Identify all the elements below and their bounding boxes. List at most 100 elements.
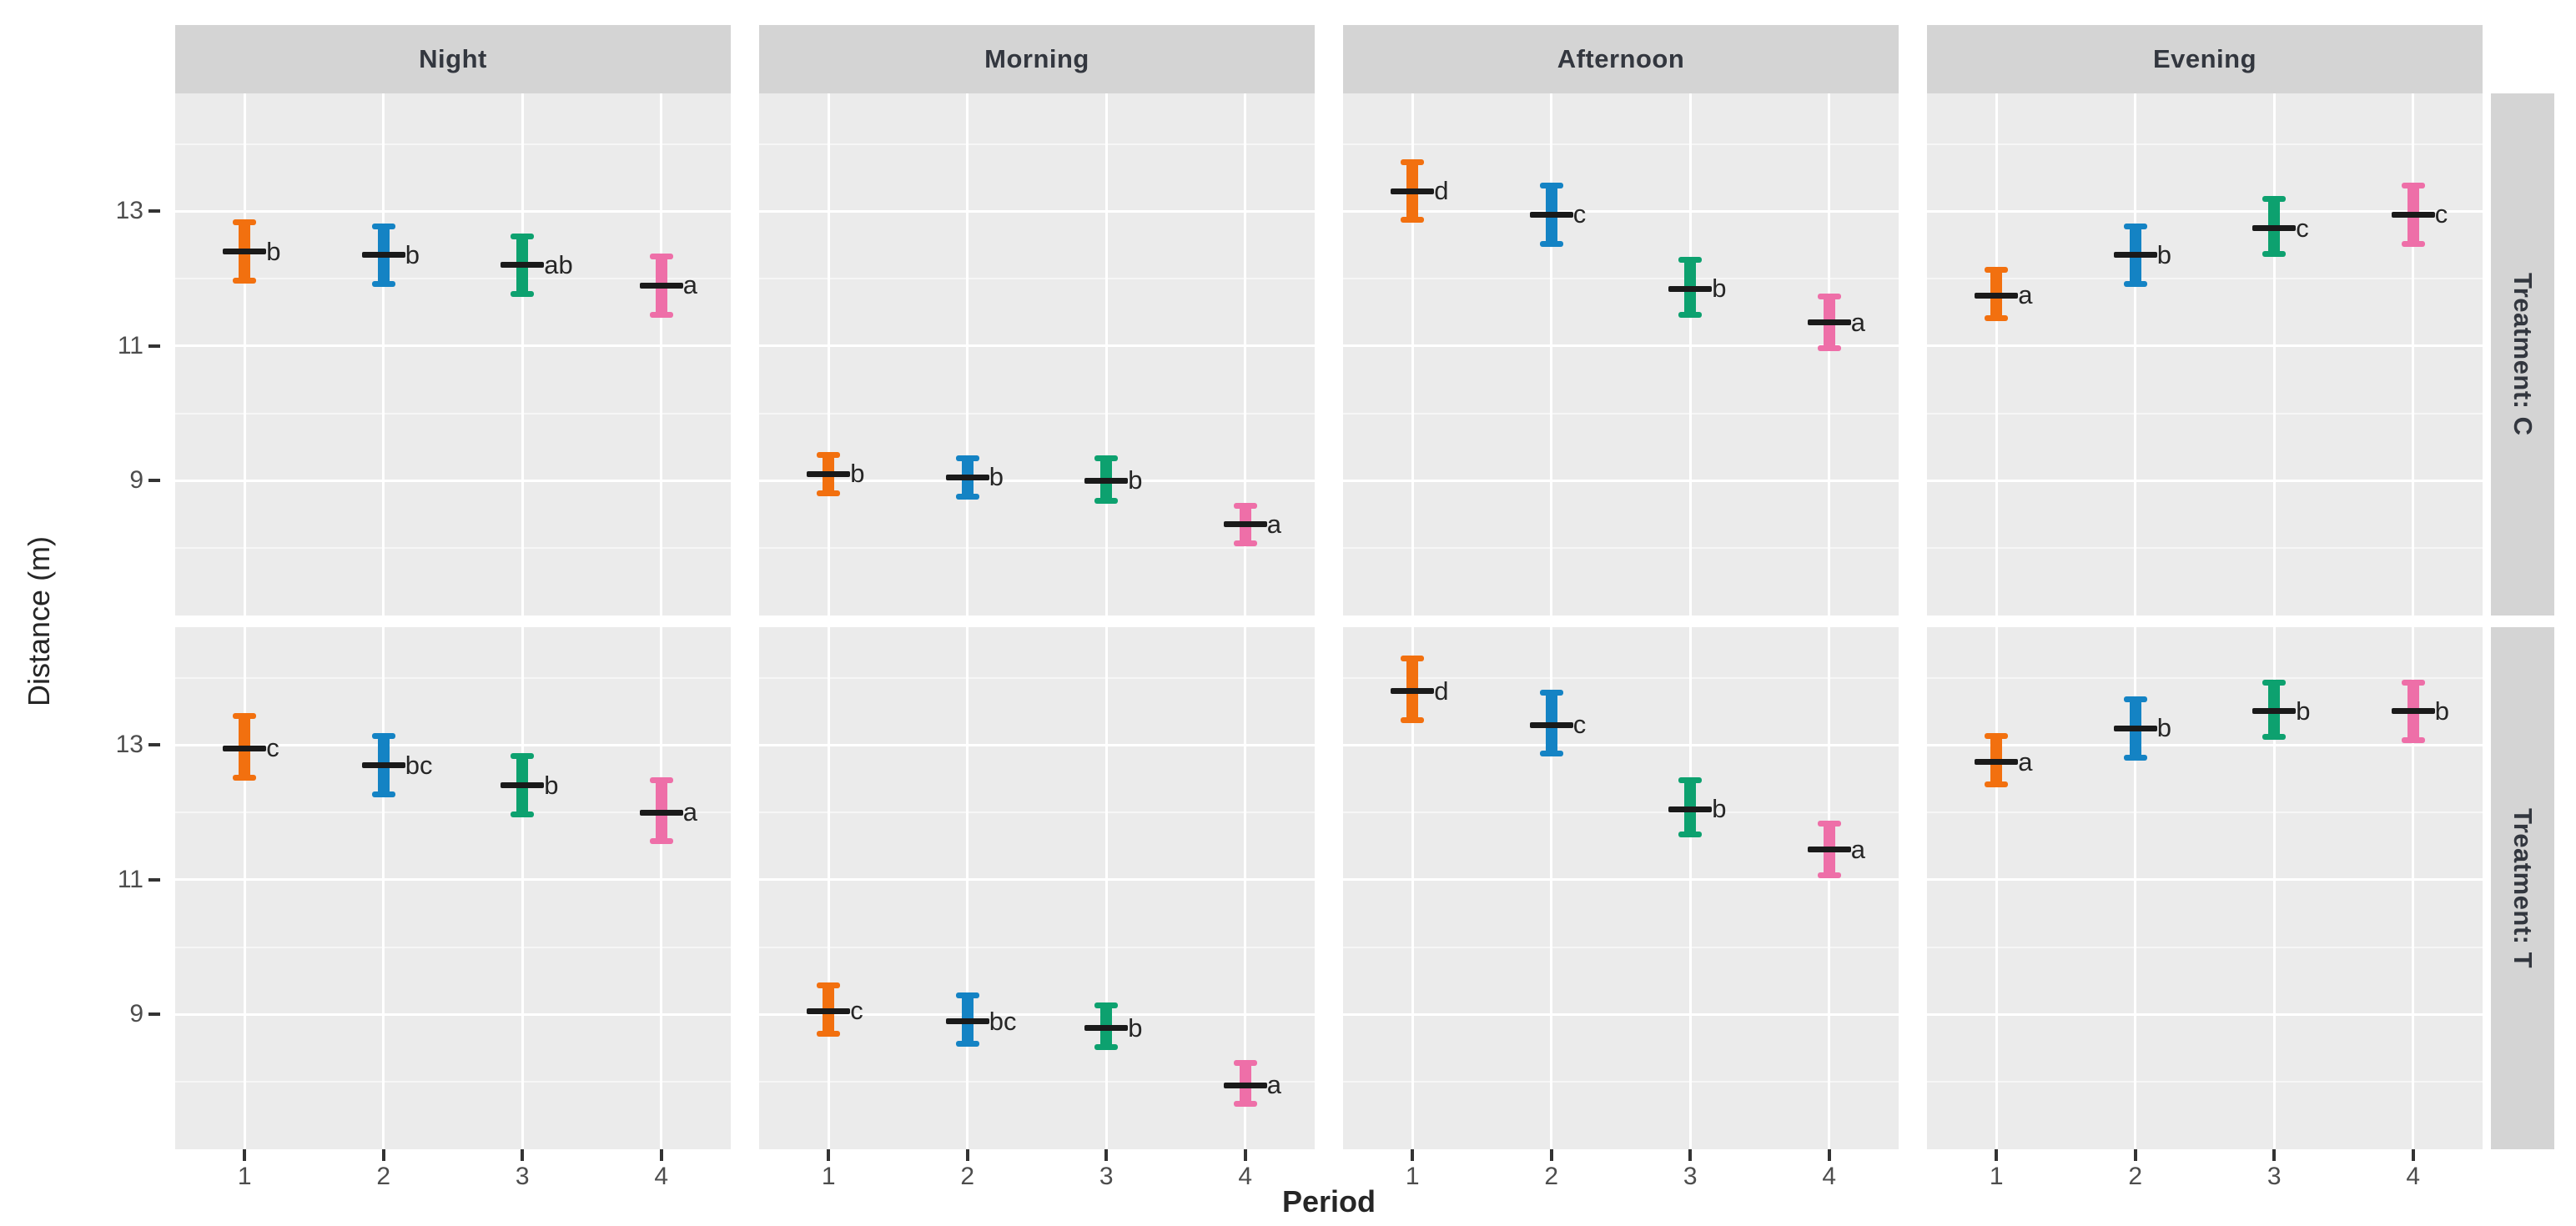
- gridline-minor: [759, 547, 1315, 550]
- mean-marker: [1223, 1082, 1267, 1088]
- gridline-vertical: [1688, 627, 1692, 1149]
- gridline-vertical: [1688, 93, 1692, 616]
- gridline-vertical: [2134, 93, 2137, 616]
- x-tick-mark: [1549, 1149, 1553, 1161]
- gridline-major: [1343, 344, 1899, 348]
- gridline-minor: [759, 676, 1315, 679]
- gridline-major: [1927, 209, 2483, 213]
- gridline-minor: [759, 811, 1315, 814]
- x-tick-mark: [2272, 1149, 2277, 1161]
- mean-marker: [2252, 708, 2297, 715]
- y-tick-mark: [148, 877, 160, 882]
- x-tick-mark: [2411, 1149, 2415, 1161]
- mean-marker: [807, 1007, 851, 1014]
- gridline-major: [175, 878, 731, 882]
- x-tick-mark: [827, 1149, 831, 1161]
- gridline-major: [1927, 878, 2483, 882]
- x-axis-labels-afternoon: 1 2 3 4: [1343, 1149, 1899, 1208]
- y-tick-mark: [148, 209, 160, 214]
- sig-label: b: [544, 770, 559, 800]
- sig-label: a: [682, 270, 697, 300]
- gridline-vertical: [1995, 627, 1998, 1149]
- gridline-vertical: [1244, 627, 1247, 1149]
- gridline-vertical: [1995, 93, 1998, 616]
- panel-morning-c: b b b a: [759, 93, 1315, 616]
- x-tick-label: 1: [1989, 1163, 2004, 1190]
- mean-marker: [1084, 1025, 1129, 1032]
- gridline-vertical: [660, 93, 663, 616]
- sig-label: a: [1850, 834, 1865, 864]
- gridline-minor: [759, 946, 1315, 948]
- mean-marker: [1391, 688, 1435, 695]
- y-tick-label: 11: [117, 865, 143, 893]
- sig-label: b: [2434, 696, 2449, 726]
- mean-marker: [223, 249, 267, 255]
- x-tick-mark: [659, 1149, 663, 1161]
- gridline-vertical: [382, 627, 385, 1149]
- sig-label: b: [850, 459, 865, 489]
- mean-marker: [2391, 211, 2435, 218]
- mean-marker: [807, 470, 851, 477]
- gridline-minor: [1343, 278, 1899, 280]
- gridline-minor: [1927, 1081, 2483, 1083]
- mean-marker: [501, 262, 545, 269]
- x-tick-label: 3: [1099, 1163, 1114, 1190]
- sig-label: b: [1128, 1012, 1143, 1043]
- facet-strip-evening: Evening: [1927, 25, 2483, 93]
- panel-morning-t: c bc b a: [759, 627, 1315, 1149]
- gridline-minor: [1927, 143, 2483, 145]
- x-tick-label: 1: [821, 1163, 836, 1190]
- gridline-major: [1927, 344, 2483, 348]
- gridline-vertical: [243, 627, 246, 1149]
- gridline-vertical: [1550, 93, 1553, 616]
- gridline-major: [759, 479, 1315, 482]
- gridline-minor: [1343, 143, 1899, 145]
- mean-marker: [1807, 319, 1851, 326]
- mean-marker: [1529, 721, 1573, 728]
- gridline-major: [1927, 479, 2483, 482]
- gridline-minor: [175, 1081, 731, 1083]
- gridline-major: [1343, 878, 1899, 882]
- x-tick-label: 2: [376, 1163, 391, 1190]
- mean-marker: [2391, 708, 2435, 715]
- gridline-vertical: [1828, 93, 1831, 616]
- sig-label: a: [1266, 509, 1281, 539]
- y-tick-mark: [148, 344, 160, 348]
- sig-label: a: [682, 797, 697, 827]
- gridline-minor: [175, 278, 731, 280]
- x-tick-label: 2: [1544, 1163, 1559, 1190]
- gridline-vertical: [243, 93, 246, 616]
- gridline-vertical: [2134, 627, 2137, 1149]
- x-tick-mark: [1827, 1149, 1831, 1161]
- x-axis-labels-morning: 1 2 3 4: [759, 1149, 1315, 1208]
- gridline-minor: [1927, 676, 2483, 679]
- gridline-minor: [1343, 946, 1899, 948]
- sig-label: b: [2156, 713, 2171, 743]
- sig-label: b: [989, 462, 1004, 492]
- gridline-major: [175, 479, 731, 482]
- x-tick-mark: [965, 1149, 969, 1161]
- x-axis-labels-evening: 1 2 3 4: [1927, 1149, 2483, 1208]
- mean-marker: [1668, 285, 1713, 292]
- sig-label: a: [2018, 746, 2033, 776]
- panel-evening-t: a b b b: [1927, 627, 2483, 1149]
- y-axis-labels-row-t: 13 11 9: [72, 627, 162, 1149]
- gridline-vertical: [2272, 627, 2276, 1149]
- gridline-minor: [1927, 278, 2483, 280]
- sig-label: d: [1434, 676, 1449, 706]
- gridline-minor: [175, 412, 731, 415]
- x-tick-label: 3: [1683, 1163, 1698, 1190]
- gridline-minor: [1343, 547, 1899, 550]
- sig-label: a: [1266, 1070, 1281, 1100]
- facet-strip-treatment-t: Treatment: T: [2491, 627, 2554, 1149]
- y-tick-mark: [148, 743, 160, 747]
- x-tick-mark: [1411, 1149, 1415, 1161]
- gridline-minor: [175, 676, 731, 679]
- sig-label: c: [2434, 199, 2448, 229]
- x-tick-mark: [1995, 1149, 1999, 1161]
- mean-marker: [1084, 477, 1129, 484]
- gridline-vertical: [1550, 627, 1553, 1149]
- gridline-minor: [175, 143, 731, 145]
- gridline-major: [759, 344, 1315, 348]
- mean-marker: [361, 762, 405, 769]
